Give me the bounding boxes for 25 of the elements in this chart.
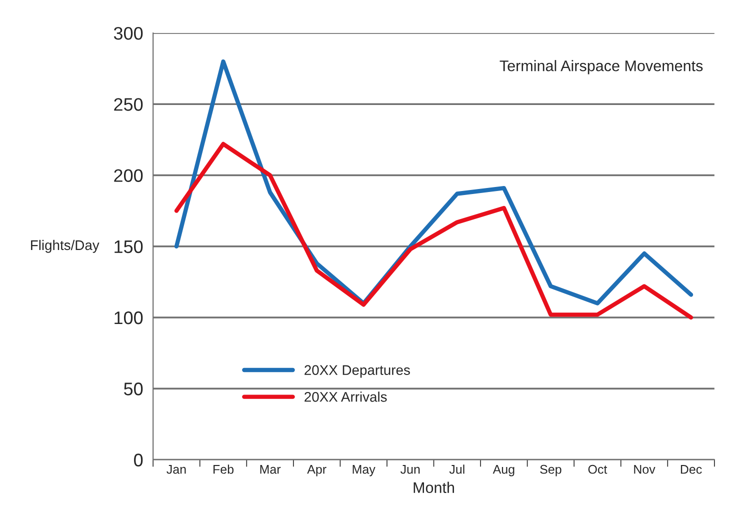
x-tick-label: Aug: [492, 465, 514, 476]
x-tick-label: Oct: [588, 464, 608, 474]
legend-label: 20XX Departures: [304, 365, 410, 378]
x-axis-title: Month: [414, 482, 454, 494]
x-tick-label: Sep: [540, 464, 562, 476]
y-tick-label: 300: [114, 26, 143, 40]
x-tick-label: Mar: [260, 465, 281, 474]
y-tick-label: 0: [134, 454, 143, 466]
y-tick-label: 50: [124, 382, 143, 396]
y-axis-title: Flights/Day: [31, 240, 100, 253]
x-tick-label: Jan: [166, 465, 186, 474]
y-tick-label: 100: [114, 311, 143, 324]
x-tick-label: Feb: [214, 464, 234, 474]
x-tick-label: Nov: [634, 465, 656, 474]
y-tick-label: 250: [114, 98, 143, 111]
y-tick-label: 200: [114, 169, 143, 182]
text: Terminal Airspace Movements: [500, 60, 703, 74]
line-series: [174, 142, 694, 320]
x-tick-label: Jul: [449, 464, 464, 474]
x-tick-label: Apr: [307, 465, 326, 476]
x-tick-label: Jun: [400, 465, 420, 474]
x-tick-label: Dec: [680, 465, 702, 474]
legend-label: 20XX Arrivals: [304, 392, 387, 402]
x-tick-label: May: [352, 465, 376, 476]
y-tick-label: 150: [114, 240, 143, 254]
